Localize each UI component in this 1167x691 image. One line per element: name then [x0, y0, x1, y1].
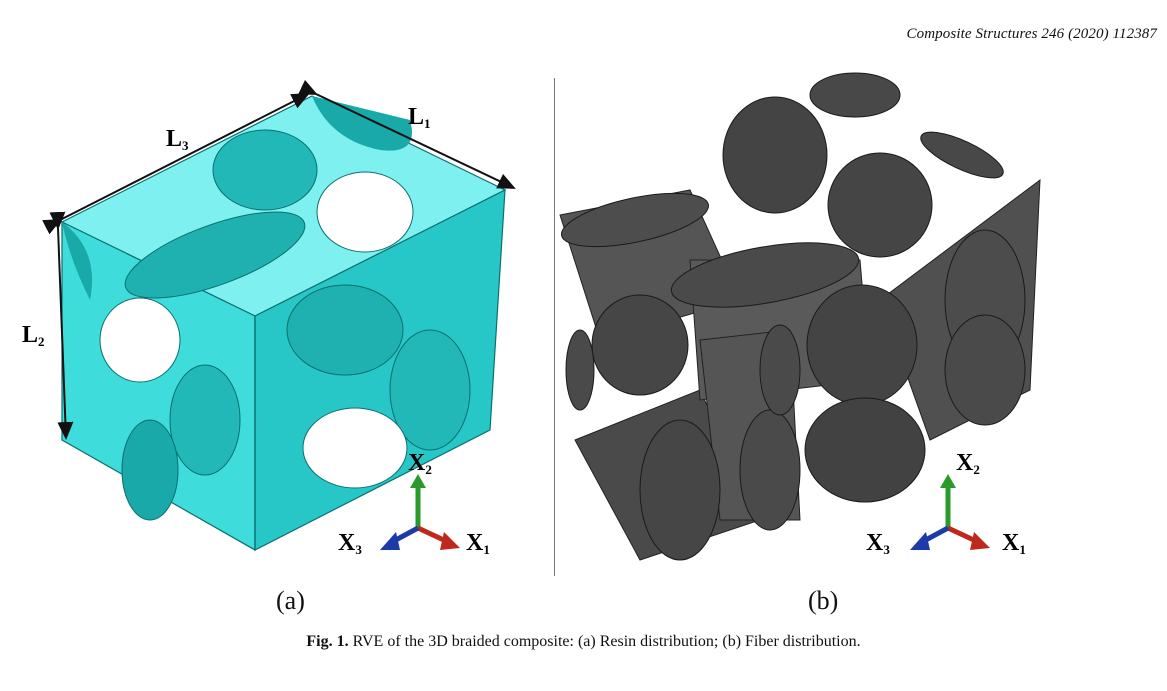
axis-label-x1-a: X1	[466, 530, 490, 557]
journal-reference: Composite Structures 246 (2020) 112387	[906, 26, 1157, 42]
resin-rve-model	[60, 95, 507, 552]
axis-label-x3-a: X3	[338, 530, 362, 557]
panel-label-a: (a)	[276, 586, 305, 615]
axis-label-x3-b: X3	[866, 530, 890, 557]
caption-text: RVE of the 3D braided composite: (a) Res…	[352, 633, 861, 650]
dimension-label-l2: L2	[22, 322, 45, 349]
axis-label-x2-a: X2	[408, 450, 432, 477]
fiber-rve-model	[559, 72, 1041, 561]
figure-1: L3 L1 L2 X2 X1 X3	[0, 66, 1167, 586]
axis-triad-a	[380, 474, 460, 550]
axis-label-x2-b: X2	[956, 450, 980, 477]
caption-fig-label: Fig. 1.	[306, 633, 349, 650]
panel-label-b: (b)	[808, 586, 839, 615]
dimension-arrows	[42, 79, 516, 440]
figure-caption: Fig. 1. RVE of the 3D braided composite:…	[0, 633, 1167, 651]
dimension-label-l1: L1	[408, 104, 431, 131]
axis-label-x1-b: X1	[1002, 530, 1026, 557]
figure-graphics: L3 L1 L2 X2 X1 X3	[22, 72, 1041, 561]
panel-divider	[554, 78, 555, 576]
axis-triad-b	[910, 474, 990, 550]
dimension-label-l3: L3	[166, 126, 189, 153]
